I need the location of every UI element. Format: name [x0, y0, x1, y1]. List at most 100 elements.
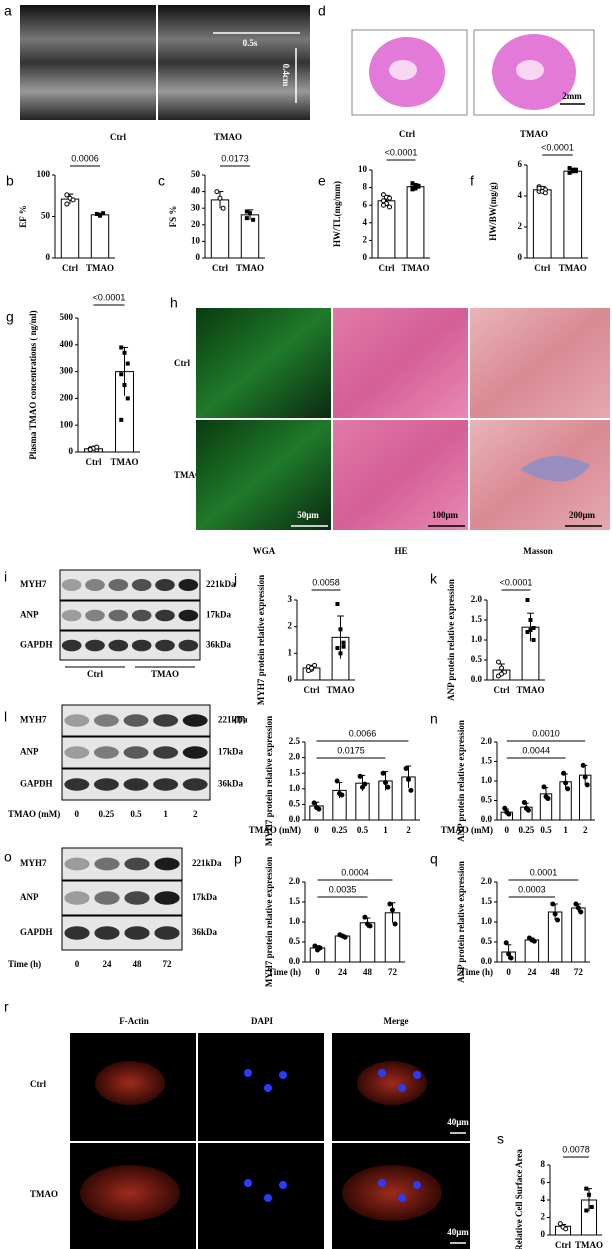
blot-band: [124, 891, 150, 905]
data-point: [334, 778, 340, 784]
data-point: [563, 1226, 569, 1232]
data-point: [311, 800, 317, 806]
micrograph: [470, 308, 610, 418]
y-tick-label: 2: [518, 221, 523, 231]
p-value: 0.0004: [341, 867, 369, 877]
x-tick-label: TMAO: [402, 263, 430, 273]
data-point: [589, 1205, 594, 1209]
data-point: [573, 167, 578, 172]
data-point: [550, 901, 556, 907]
data-point: [567, 166, 572, 171]
data-point: [341, 644, 346, 649]
blot-band: [64, 778, 90, 791]
lane-label: 24: [103, 959, 113, 969]
data-point: [339, 792, 345, 798]
y-tick-label: 4: [518, 190, 523, 200]
y-tick-label: 0.0: [289, 956, 301, 966]
blot-band: [61, 579, 82, 591]
size-label: 221kDa: [218, 715, 248, 725]
p-value: 0.0006: [71, 153, 99, 163]
y-tick-label: 4: [541, 1194, 546, 1204]
data-point: [335, 602, 340, 606]
data-point: [413, 182, 418, 187]
panel-letter: g: [6, 309, 14, 325]
size-label: 36kDa: [192, 927, 218, 937]
x-tick-label: 72: [574, 967, 584, 977]
x-tick-label: Ctrl: [86, 457, 102, 467]
panel-letter: l: [4, 709, 7, 725]
group-label: TMAO: [151, 669, 179, 679]
x-tick-label: Ctrl: [494, 685, 510, 695]
panel-letter: f: [470, 173, 474, 189]
x-tick-label: 0: [505, 825, 510, 835]
y-tick-label: 1.5: [289, 896, 301, 906]
data-point: [383, 780, 388, 786]
panel-letter: s: [497, 1131, 504, 1147]
collagen: [520, 456, 590, 482]
data-point: [531, 638, 536, 642]
micrograph: [333, 308, 468, 418]
data-point: [98, 213, 102, 218]
micrograph: [196, 308, 331, 418]
data-point: [499, 665, 504, 671]
x-tick-label: Ctrl: [534, 263, 550, 273]
panel-letter: p: [234, 851, 242, 867]
data-point: [122, 350, 127, 355]
data-point: [367, 923, 373, 929]
x-tick-label: 0.25: [519, 825, 535, 835]
blot-band: [178, 639, 199, 652]
x-axis-title: TMAO (mM): [441, 825, 493, 835]
column-label: DAPI: [251, 1016, 273, 1026]
x-tick-label: 72: [388, 967, 398, 977]
data-point: [380, 202, 386, 208]
y-axis-title: Plasma TMAO concentrations ( ng/ml): [28, 310, 38, 459]
data-point: [305, 668, 311, 674]
y-tick-label: 10: [191, 235, 201, 245]
blot-band: [94, 891, 120, 905]
lane-label: 72: [163, 959, 173, 969]
y-tick-label: 1.0: [481, 775, 493, 785]
protein-label: GAPDH: [20, 640, 53, 650]
x-tick-label: Ctrl: [379, 263, 395, 273]
data-point: [64, 192, 70, 198]
y-tick-label: 8: [363, 182, 368, 192]
y-tick-label: 2.0: [471, 594, 483, 604]
p-value: 0.0001: [530, 867, 558, 877]
lane-label: 48: [133, 959, 143, 969]
group-label: Ctrl: [87, 669, 103, 679]
blot-band: [64, 926, 90, 940]
y-tick-label: 2.0: [289, 752, 301, 762]
blot-band: [155, 579, 175, 591]
scale-label: 0.4cm: [281, 64, 291, 87]
blot-band: [94, 926, 120, 940]
data-point: [557, 1221, 563, 1227]
data-point: [119, 417, 124, 422]
y-tick-label: 1.0: [289, 916, 301, 926]
y-tick-label: 2: [288, 621, 293, 631]
data-point: [312, 943, 318, 949]
x-axis-title: Time (h): [460, 967, 493, 977]
blot-band: [131, 609, 152, 622]
panel-letter: i: [4, 569, 7, 585]
x-tick-label: TMAO: [86, 263, 114, 273]
y-tick-label: 0: [288, 674, 293, 684]
panel-letter: n: [430, 711, 438, 727]
data-point: [584, 1186, 589, 1191]
data-point: [119, 345, 124, 350]
panel-letter: d: [318, 3, 326, 19]
column-label: HE: [394, 546, 407, 556]
y-tick-label: 10: [358, 164, 368, 174]
p-value: 0.0003: [518, 884, 546, 894]
data-point: [567, 170, 572, 175]
data-point: [316, 806, 322, 812]
x-tick-label: TMAO: [575, 1240, 603, 1249]
blot-band: [123, 746, 149, 759]
lane-label: 0.5: [130, 809, 142, 819]
blot-band: [124, 857, 150, 871]
data-point: [406, 776, 411, 782]
y-tick-label: 0.5: [289, 936, 301, 946]
data-point: [317, 945, 323, 951]
heart-lumen: [516, 60, 544, 80]
data-point: [584, 1208, 589, 1213]
